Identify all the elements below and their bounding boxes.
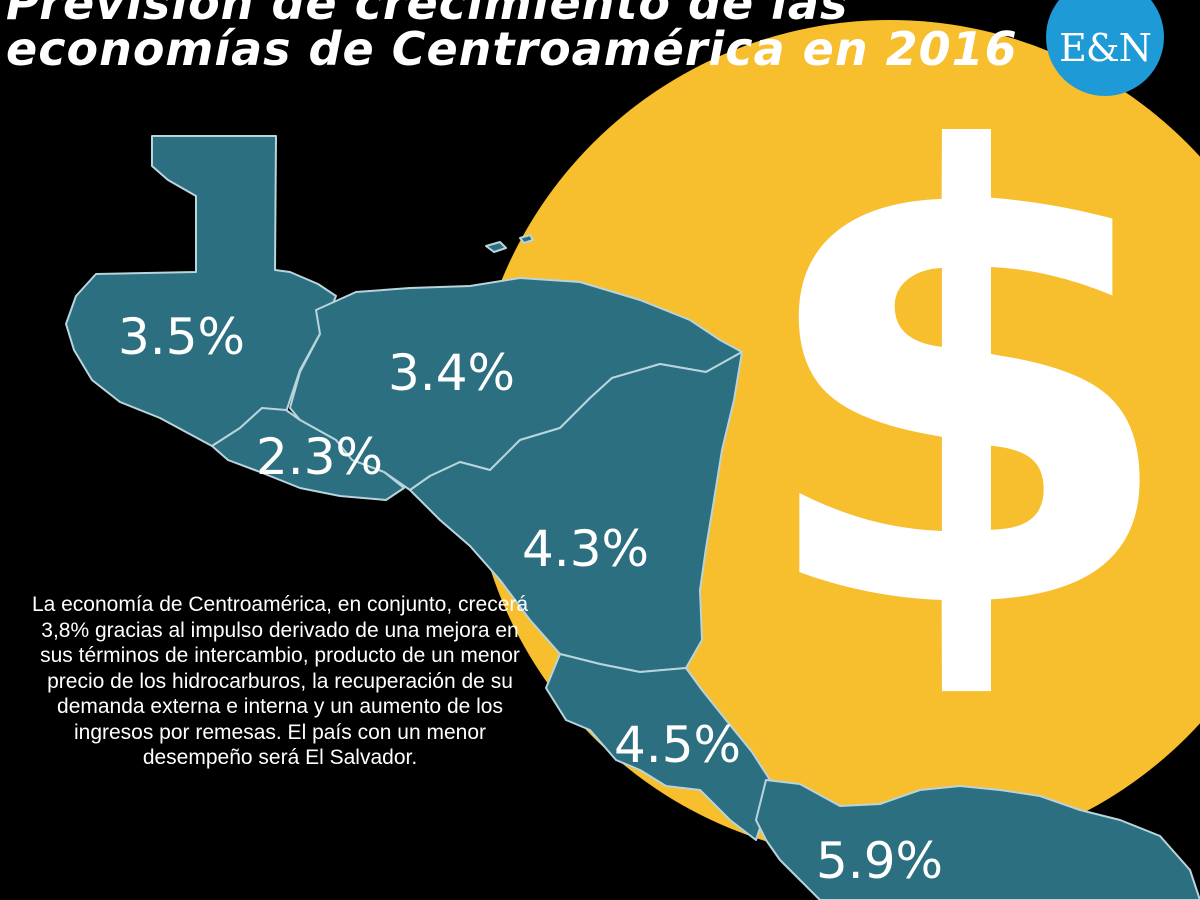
logo-badge: E&N (1046, 0, 1164, 96)
logo-text: E&N (1059, 26, 1152, 70)
country-panama (755, 779, 1200, 900)
value-costa-rica: 4.5% (614, 716, 741, 774)
country-costa-rica (545, 653, 771, 841)
bay-islands (485, 234, 534, 253)
country-nicaragua (409, 351, 743, 673)
value-guatemala: 3.5% (118, 308, 245, 366)
value-el-salvador: 2.3% (256, 428, 383, 486)
dollar-icon: $ (750, 26, 1181, 747)
country-guatemala (65, 135, 337, 447)
value-nicaragua: 4.3% (522, 520, 649, 578)
value-panama: 5.9% (816, 832, 943, 890)
value-honduras: 3.4% (388, 344, 515, 402)
country-el-salvador (211, 407, 405, 501)
title-line-1: Previsión de crecimiento de las (6, 0, 849, 30)
caption-text: La economía de Centroamérica, en conjunt… (31, 593, 529, 769)
title-line-2: economías de Centroamérica en 2016 (6, 22, 1018, 76)
